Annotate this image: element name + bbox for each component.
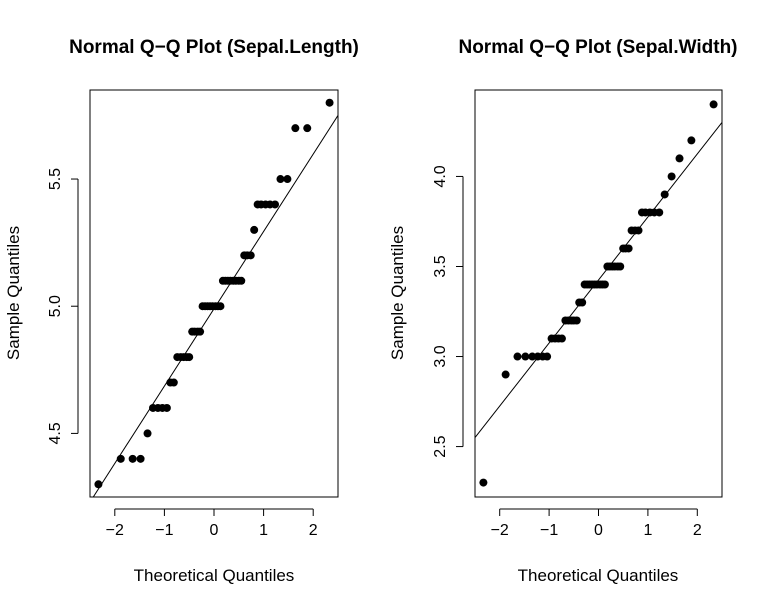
data-point xyxy=(216,302,225,311)
x-tick-label: −1 xyxy=(540,522,558,539)
qq-reference-line xyxy=(475,122,722,438)
y-axis-label: Sample Quantiles xyxy=(4,226,23,360)
data-point xyxy=(557,334,566,343)
data-point xyxy=(624,244,633,253)
data-point xyxy=(667,172,676,181)
plot-frame xyxy=(89,89,339,498)
data-point xyxy=(325,98,334,107)
y-tick-label: 2.5 xyxy=(432,435,449,457)
data-point xyxy=(250,225,259,234)
data-point xyxy=(283,175,292,184)
data-point xyxy=(94,480,103,489)
data-point xyxy=(634,226,643,235)
x-tick-label: 1 xyxy=(643,522,652,539)
data-point xyxy=(709,100,718,109)
x-tick-label: 1 xyxy=(259,522,268,539)
data-point xyxy=(616,262,625,271)
data-point xyxy=(136,454,145,463)
data-point xyxy=(169,378,178,387)
data-point xyxy=(291,124,300,133)
data-point xyxy=(246,251,255,260)
x-tick-label: −2 xyxy=(491,522,509,539)
x-tick-label: 0 xyxy=(210,522,219,539)
data-point xyxy=(116,454,125,463)
x-tick-label: 0 xyxy=(594,522,603,539)
data-point xyxy=(513,352,522,361)
data-point xyxy=(660,190,669,199)
y-tick-label: 3.5 xyxy=(432,255,449,277)
x-tick-label: 2 xyxy=(693,522,702,539)
data-point xyxy=(143,429,152,438)
data-point xyxy=(479,478,488,487)
data-point xyxy=(237,276,246,285)
x-axis-label: Theoretical Quantiles xyxy=(134,566,295,585)
y-axis-label: Sample Quantiles xyxy=(388,226,407,360)
data-point xyxy=(162,403,171,412)
data-point xyxy=(543,352,552,361)
y-tick-label: 4.5 xyxy=(47,422,64,444)
data-point xyxy=(196,327,205,336)
y-tick-label: 4.0 xyxy=(432,165,449,187)
x-tick-label: −2 xyxy=(106,522,124,539)
data-point xyxy=(521,352,530,361)
chart-title: Normal Q−Q Plot (Sepal.Width) xyxy=(458,37,737,58)
data-point xyxy=(655,208,664,217)
y-tick-label: 5.5 xyxy=(47,168,64,190)
qq-panel-sepal-length: Normal Q−Q Plot (Sepal.Length) Theoretic… xyxy=(4,37,359,585)
data-point xyxy=(675,154,684,163)
data-point xyxy=(578,298,587,307)
data-point xyxy=(600,280,609,289)
chart-title: Normal Q−Q Plot (Sepal.Length) xyxy=(69,37,359,58)
x-axis-label: Theoretical Quantiles xyxy=(518,566,679,585)
data-point xyxy=(687,136,696,145)
data-point xyxy=(276,175,285,184)
data-point xyxy=(185,353,194,362)
data-point xyxy=(501,370,510,379)
y-tick-label: 3.0 xyxy=(432,345,449,367)
data-point xyxy=(271,200,280,209)
y-tick-label: 5.0 xyxy=(47,295,64,317)
data-point xyxy=(303,124,312,133)
x-tick-label: −1 xyxy=(155,522,173,539)
x-tick-label: 2 xyxy=(309,522,318,539)
data-point xyxy=(128,454,137,463)
qq-panel-sepal-width: Normal Q−Q Plot (Sepal.Width) Theoretica… xyxy=(388,37,738,585)
data-point xyxy=(572,316,581,325)
plot-frame xyxy=(474,89,723,498)
